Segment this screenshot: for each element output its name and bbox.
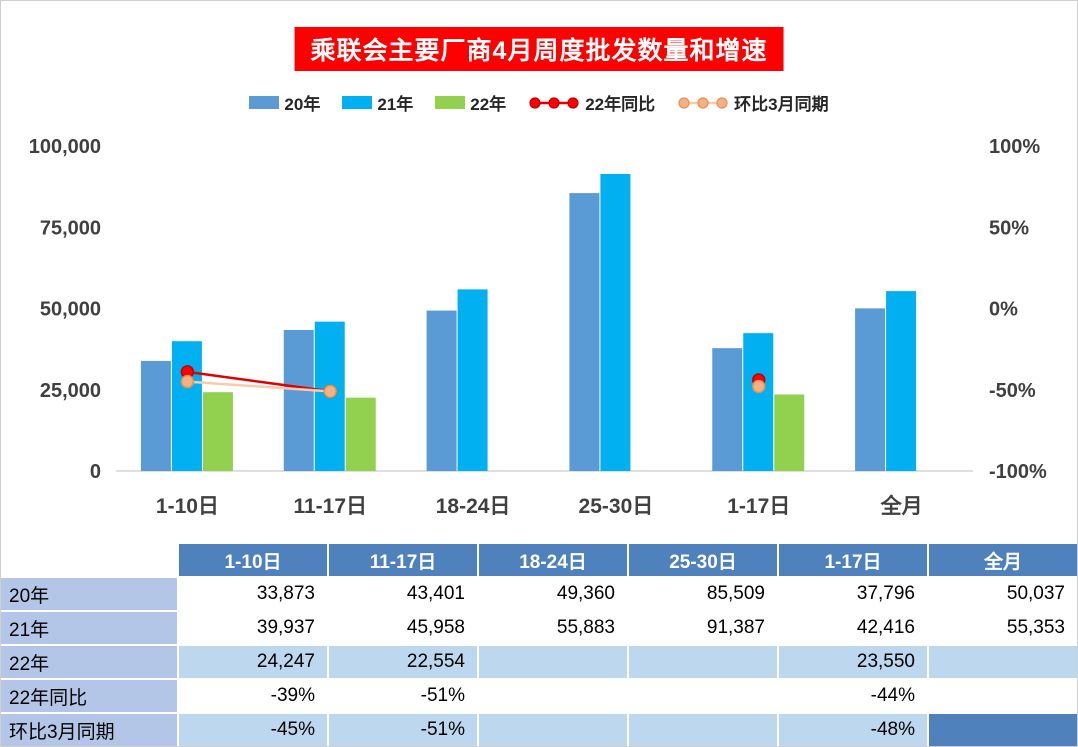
right-axis-tick: 50%	[989, 217, 1029, 239]
table-cell	[629, 646, 777, 678]
table-cell: -51%	[329, 680, 477, 712]
chart-legend: 20年 21年 22年 22年同比 环比3月同期	[1, 90, 1077, 115]
table-cell: 50,037	[929, 578, 1077, 610]
legend-item: 22年	[435, 90, 506, 115]
chart-title: 乘联会主要厂商4月周度批发数量和增速	[294, 27, 784, 71]
right-axis-tick: -100%	[989, 461, 1047, 483]
legend-label: 22年	[470, 95, 507, 114]
point-环比3月同期	[180, 374, 195, 389]
left-axis-tick: 25,000	[40, 380, 101, 402]
table-col-header: 1-17日	[779, 544, 927, 576]
bar-20年	[712, 348, 743, 471]
table-cell: 91,387	[629, 612, 777, 644]
table-row-label: 环比3月同期	[1, 714, 177, 746]
table-corner-header	[1, 544, 177, 576]
table-cell: 85,509	[629, 578, 777, 610]
legend-bar-swatch-icon	[435, 96, 466, 109]
legend-line-marker-icon	[529, 96, 579, 109]
legend-label: 环比3月同期	[734, 95, 829, 114]
left-axis-tick: 0	[90, 461, 101, 483]
bar-21年	[886, 291, 917, 471]
table-row-label: 22年同比	[1, 680, 177, 712]
table-cell	[479, 714, 627, 746]
x-axis-label: 18-24日	[436, 495, 511, 518]
legend-bar-swatch-icon	[249, 96, 280, 109]
bar-21年	[743, 333, 774, 471]
table-cell: 39,937	[179, 612, 327, 644]
table-cell: -45%	[179, 714, 327, 746]
table-cell	[929, 646, 1077, 678]
table-cell	[479, 680, 627, 712]
x-axis-label: 25-30日	[579, 495, 654, 518]
bar-21年	[457, 289, 488, 471]
right-axis-tick: 0%	[989, 299, 1018, 321]
legend-item: 21年	[342, 90, 413, 115]
x-axis-label: 全月	[880, 494, 923, 518]
point-环比3月同期	[752, 379, 766, 394]
table-row-label: 22年	[1, 646, 177, 678]
right-axis-tick: 100%	[989, 136, 1040, 158]
legend-label: 20年	[284, 95, 321, 114]
line-22年同比	[187, 370, 331, 393]
combo-chart: 0 25,000 50,000 75,000 100,000 -100% -50% 0% 50%…	[29, 136, 1047, 518]
table-row-label: 21年	[1, 612, 177, 644]
table-cell: -44%	[779, 680, 927, 712]
table-cell: 42,416	[779, 612, 927, 644]
x-axis-label: 11-17日	[293, 495, 367, 518]
table-cell: 22,554	[329, 646, 477, 678]
left-axis-tick: 50,000	[40, 299, 101, 321]
point-环比3月同期	[323, 384, 337, 399]
table-col-header: 1-10日	[179, 544, 327, 576]
bar-22年	[202, 392, 233, 471]
legend-item: 环比3月同期	[677, 90, 829, 115]
table-cell	[929, 714, 1077, 746]
bar-21年	[171, 341, 202, 471]
right-axis-tick: -50%	[989, 380, 1036, 402]
bar-20年	[426, 310, 457, 471]
table-cell: 49,360	[479, 578, 627, 610]
left-axis-tick: 75,000	[40, 217, 101, 239]
bar-20年	[569, 193, 600, 471]
table-cell: -51%	[329, 714, 477, 746]
table-cell: 55,353	[929, 612, 1077, 644]
x-axis-label: 1-17日	[727, 495, 790, 518]
bar-20年	[855, 308, 886, 471]
table-cell	[629, 714, 777, 746]
table-row-label: 20年	[1, 578, 177, 610]
table-cell: 45,958	[329, 612, 477, 644]
table-col-header: 全月	[929, 544, 1077, 576]
table-col-header: 18-24日	[479, 544, 627, 576]
left-axis-tick: 100,000	[29, 136, 101, 158]
bar-21年	[600, 173, 631, 471]
legend-item: 20年	[249, 90, 320, 115]
bar-20年	[283, 329, 314, 471]
table-cell	[929, 680, 1077, 712]
line-环比3月同期	[187, 380, 331, 393]
table-cell	[629, 680, 777, 712]
table-cell	[479, 646, 627, 678]
legend-label: 21年	[377, 95, 414, 114]
legend-label: 22年同比	[585, 95, 656, 114]
table-cell: 23,550	[779, 646, 927, 678]
bar-20年	[140, 360, 171, 471]
table-col-header: 11-17日	[329, 544, 477, 576]
legend-bar-swatch-icon	[342, 96, 373, 109]
data-table: 1-10日 11-17日 18-24日 25-30日 1-17日 全月 20年 33,873 4…	[1, 544, 1077, 746]
table-cell: 43,401	[329, 578, 477, 610]
x-axis-label: 1-10日	[156, 495, 219, 518]
bar-22年	[345, 397, 376, 471]
table-cell: 55,883	[479, 612, 627, 644]
table-cell: 33,873	[179, 578, 327, 610]
legend-line-marker-icon	[678, 96, 728, 109]
table-col-header: 25-30日	[629, 544, 777, 576]
table-cell: 37,796	[779, 578, 927, 610]
table-cell: -39%	[179, 680, 327, 712]
table-cell: -48%	[779, 714, 927, 746]
legend-item: 22年同比	[528, 90, 655, 115]
bar-22年	[774, 394, 805, 471]
table-cell: 24,247	[179, 646, 327, 678]
chart-section: 0 25,000 50,000 75,000 100,000 -100% -50% 0% 50%…	[1, 1, 1077, 544]
